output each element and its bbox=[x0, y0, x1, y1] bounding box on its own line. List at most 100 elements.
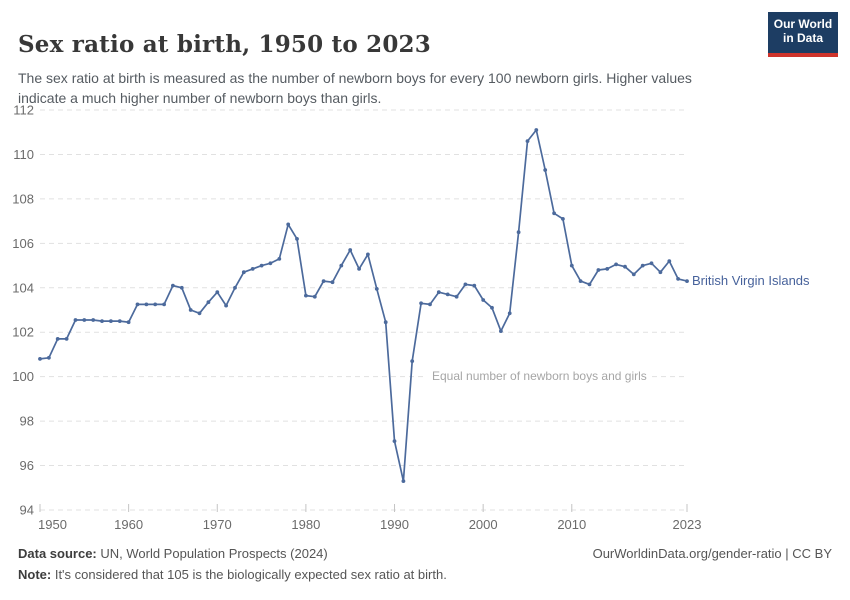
x-axis-label: 1980 bbox=[291, 517, 320, 532]
data-point-marker bbox=[330, 280, 335, 285]
data-point-marker bbox=[578, 279, 583, 283]
data-point-marker bbox=[454, 294, 459, 299]
data-point-marker bbox=[436, 290, 441, 295]
data-point-marker bbox=[552, 211, 556, 216]
data-point-marker bbox=[348, 248, 353, 252]
data-point-marker bbox=[374, 287, 379, 291]
x-axis-label: 2023 bbox=[673, 517, 702, 532]
note-value: It's considered that 105 is the biologic… bbox=[51, 567, 447, 582]
data-point-marker bbox=[445, 292, 450, 297]
data-point-marker bbox=[153, 302, 158, 307]
y-axis-label: 112 bbox=[13, 103, 34, 118]
y-axis-label: 104 bbox=[12, 280, 34, 295]
data-point-marker bbox=[685, 279, 689, 283]
owid-logo[interactable]: Our World in Data bbox=[768, 12, 838, 57]
data-point-marker bbox=[286, 222, 291, 227]
owid-url-link[interactable]: OurWorldinData.org/gender-ratio | CC BY bbox=[592, 546, 832, 561]
series-label-british-virgin-islands: British Virgin Islands bbox=[692, 273, 810, 288]
data-point-marker bbox=[543, 168, 548, 172]
data-point-marker bbox=[534, 128, 539, 132]
data-point-marker bbox=[215, 290, 220, 295]
data-point-marker bbox=[250, 267, 255, 271]
equal-ratio-annotation: Equal number of newborn boys and girls bbox=[427, 369, 652, 383]
data-point-marker bbox=[631, 272, 636, 277]
data-point-marker bbox=[366, 252, 370, 257]
data-point-marker bbox=[179, 285, 184, 290]
data-point-marker bbox=[126, 320, 131, 325]
data-point-marker bbox=[649, 261, 654, 266]
data-point-marker bbox=[197, 311, 202, 316]
data-point-marker bbox=[109, 319, 113, 323]
page-title: Sex ratio at birth, 1950 to 2023 bbox=[18, 31, 431, 59]
data-point-marker bbox=[312, 294, 317, 299]
data-point-marker bbox=[676, 277, 680, 281]
y-axis-label: 100 bbox=[12, 369, 34, 384]
data-point-marker bbox=[623, 264, 627, 269]
y-axis-label: 102 bbox=[12, 325, 34, 340]
note-label: Note: bbox=[18, 567, 52, 582]
data-point-marker bbox=[224, 303, 229, 308]
y-axis-label: 106 bbox=[12, 236, 34, 251]
data-point-marker bbox=[419, 301, 423, 306]
y-axis-label: 108 bbox=[12, 191, 34, 206]
data-point-marker bbox=[481, 298, 486, 302]
data-point-marker bbox=[507, 311, 512, 316]
data-point-marker bbox=[516, 230, 521, 235]
x-axis-label: 2000 bbox=[469, 517, 498, 532]
data-point-marker bbox=[162, 302, 167, 307]
data-point-marker bbox=[525, 139, 530, 144]
data-point-marker bbox=[259, 263, 264, 268]
data-source-line: Data source: UN, World Population Prospe… bbox=[18, 546, 328, 561]
chart-subtitle: The sex ratio at birth is measured as th… bbox=[18, 70, 692, 107]
chart-footer: Data source: UN, World Population Prospe… bbox=[18, 546, 832, 582]
x-axis-label: 1990 bbox=[380, 517, 409, 532]
y-axis-label: 110 bbox=[13, 147, 34, 162]
data-point-marker bbox=[188, 308, 193, 312]
x-axis-label: 1970 bbox=[203, 517, 232, 532]
data-point-marker bbox=[392, 439, 397, 443]
data-point-marker bbox=[117, 319, 122, 323]
data-point-marker bbox=[569, 263, 574, 268]
data-point-marker bbox=[587, 282, 592, 287]
x-axis-label: 2010 bbox=[557, 517, 586, 532]
data-point-marker bbox=[55, 337, 60, 341]
y-axis-label: 96 bbox=[20, 458, 34, 473]
data-point-marker bbox=[490, 305, 494, 310]
data-point-marker bbox=[295, 237, 299, 241]
data-point-marker bbox=[605, 267, 610, 271]
data-point-marker bbox=[304, 293, 308, 298]
data-point-marker bbox=[233, 285, 237, 290]
data-point-marker bbox=[401, 479, 406, 483]
data-point-marker bbox=[357, 267, 361, 271]
data-point-marker bbox=[82, 318, 87, 322]
data-point-marker bbox=[64, 337, 69, 341]
data-source-label: Data source: bbox=[18, 546, 97, 561]
data-point-marker bbox=[277, 257, 282, 261]
data-point-marker bbox=[428, 302, 432, 307]
data-point-marker bbox=[144, 302, 149, 307]
y-axis-label: 94 bbox=[20, 503, 34, 518]
data-point-marker bbox=[383, 320, 388, 325]
data-point-marker bbox=[206, 300, 211, 305]
data-point-marker bbox=[499, 329, 503, 333]
data-point-marker bbox=[38, 357, 42, 361]
data-point-marker bbox=[100, 319, 104, 323]
data-point-marker bbox=[339, 263, 344, 268]
data-point-marker bbox=[241, 270, 246, 275]
data-point-marker bbox=[561, 217, 565, 221]
data-point-marker bbox=[47, 355, 51, 360]
data-point-marker bbox=[667, 259, 672, 263]
data-point-marker bbox=[73, 318, 78, 322]
y-axis-label: 98 bbox=[20, 414, 34, 429]
data-point-marker bbox=[463, 282, 468, 287]
data-point-marker bbox=[410, 359, 415, 363]
data-source-value: UN, World Population Prospects (2024) bbox=[96, 546, 328, 561]
data-point-marker bbox=[640, 263, 645, 268]
data-point-marker bbox=[596, 268, 601, 272]
data-point-marker bbox=[614, 262, 618, 267]
data-point-marker bbox=[472, 283, 477, 288]
owid-logo-line1: Our World bbox=[773, 17, 833, 31]
data-point-marker bbox=[135, 302, 140, 307]
